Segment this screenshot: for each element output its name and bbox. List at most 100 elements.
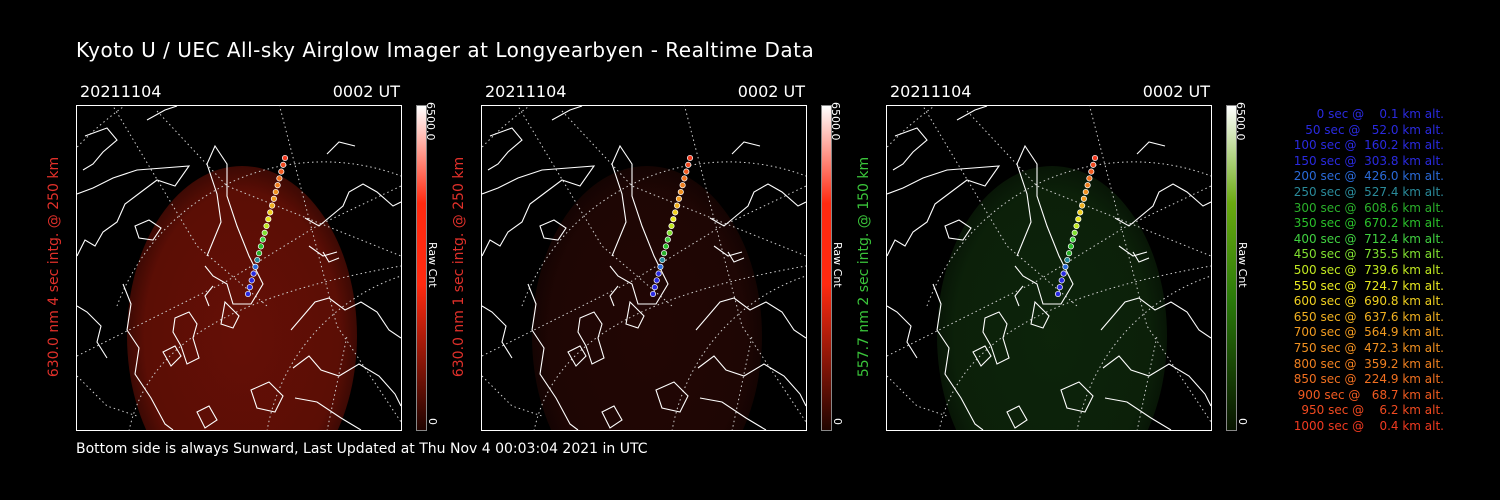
trajectory-point bbox=[259, 236, 266, 243]
coastline bbox=[713, 245, 743, 257]
trajectory-point bbox=[681, 175, 688, 182]
trajectory-point bbox=[267, 209, 274, 216]
colorbar-min: 0 bbox=[1236, 418, 1249, 425]
coastline bbox=[699, 397, 767, 430]
trajectory-point bbox=[661, 250, 668, 257]
trajectory-point bbox=[674, 202, 681, 209]
airglow-field bbox=[127, 166, 357, 430]
coastline bbox=[1102, 355, 1211, 407]
trajectory-point bbox=[254, 256, 261, 264]
trajectory-point bbox=[653, 277, 660, 284]
allsky-image bbox=[886, 105, 1212, 431]
trajectory-point bbox=[683, 168, 690, 175]
coastline bbox=[77, 165, 191, 257]
allsky-map bbox=[77, 106, 401, 430]
trajectory-point bbox=[276, 175, 283, 182]
colorbar bbox=[821, 105, 832, 431]
grid-line bbox=[482, 375, 543, 417]
trajectory-point bbox=[270, 195, 277, 202]
grid-line bbox=[266, 275, 401, 430]
coastline bbox=[982, 311, 1010, 365]
trajectory-point bbox=[1056, 284, 1063, 291]
coastline bbox=[487, 127, 523, 171]
panel-ylabel: 630.0 nm 4 sec intg. @ 250 km bbox=[46, 156, 62, 378]
trajectory-point bbox=[1080, 195, 1087, 202]
coastline bbox=[482, 305, 513, 359]
grid-line bbox=[521, 161, 806, 307]
coastline bbox=[887, 165, 1001, 257]
legend-entry: 650 sec @ 637.6 km alt. bbox=[1289, 309, 1444, 324]
trajectory-point bbox=[662, 243, 669, 250]
legend-entry: 200 sec @ 426.0 km alt. bbox=[1289, 169, 1444, 184]
grid-line bbox=[1076, 275, 1211, 430]
legend-entry: 500 sec @ 739.6 km alt. bbox=[1289, 262, 1444, 277]
panel-time: 0002 UT bbox=[1142, 82, 1210, 101]
coastline bbox=[322, 251, 340, 263]
coastline bbox=[727, 251, 745, 263]
legend-entry: 900 sec @ 68.7 km alt. bbox=[1293, 387, 1444, 402]
coastline bbox=[1014, 144, 1074, 305]
coastline bbox=[146, 106, 178, 121]
coastline bbox=[887, 305, 918, 359]
trajectory-point bbox=[1073, 222, 1080, 230]
coastline bbox=[162, 345, 182, 367]
grid-line bbox=[887, 185, 1211, 357]
grid-line bbox=[671, 275, 806, 430]
coastline bbox=[1132, 251, 1150, 263]
coastline bbox=[250, 381, 284, 413]
trajectory-point bbox=[1067, 243, 1074, 250]
coastline bbox=[1104, 397, 1172, 430]
trajectory-point bbox=[1066, 250, 1073, 257]
trajectory-point bbox=[1075, 216, 1082, 223]
trajectory-point bbox=[256, 250, 263, 257]
coastline bbox=[204, 285, 214, 307]
trajectory-point bbox=[272, 188, 279, 196]
coastline bbox=[77, 305, 108, 359]
colorbar-label: Raw Cnt bbox=[426, 242, 439, 288]
coastline bbox=[697, 355, 806, 407]
allsky-map bbox=[887, 106, 1211, 430]
footer-note: Bottom side is always Sunward, Last Upda… bbox=[76, 441, 648, 457]
grid-line bbox=[77, 185, 401, 357]
coastline bbox=[731, 141, 761, 155]
airglow-field bbox=[532, 166, 762, 430]
trajectory-point bbox=[248, 277, 255, 284]
coastline bbox=[1006, 405, 1028, 429]
trajectory-point bbox=[246, 284, 253, 291]
colorbar bbox=[1226, 105, 1237, 431]
coastline bbox=[304, 183, 401, 227]
legend-entry: 600 sec @ 690.8 km alt. bbox=[1289, 294, 1444, 309]
trajectory-point bbox=[1084, 182, 1091, 189]
trajectory-point bbox=[1090, 161, 1097, 168]
coastline bbox=[308, 245, 338, 257]
coastline bbox=[292, 355, 401, 407]
trajectory-point bbox=[278, 168, 285, 175]
colorbar-min: 0 bbox=[426, 418, 439, 425]
trajectory-point bbox=[1086, 175, 1093, 182]
coastline bbox=[601, 405, 623, 429]
coastline bbox=[220, 300, 240, 329]
legend-entry: 950 sec @ 6.2 km alt. bbox=[1297, 403, 1444, 418]
coastline bbox=[892, 127, 928, 171]
allsky-map bbox=[482, 106, 806, 430]
coastline bbox=[551, 106, 583, 121]
trajectory-point bbox=[1091, 154, 1099, 162]
trajectory-point bbox=[1088, 168, 1095, 175]
legend-entry: 300 sec @ 608.6 km alt. bbox=[1289, 200, 1444, 215]
panel-ylabel: 630.0 nm 1 sec intg. @ 250 km bbox=[451, 156, 467, 378]
trajectory-point bbox=[686, 154, 694, 162]
trajectory-point bbox=[1071, 229, 1078, 236]
trajectory-point bbox=[1079, 202, 1086, 209]
grid-line bbox=[77, 375, 138, 417]
allsky-image bbox=[76, 105, 402, 431]
trajectory-legend: 0 sec @ 0.1 km alt. 50 sec @ 52.0 km alt… bbox=[1262, 107, 1444, 434]
trajectory-point bbox=[1082, 188, 1089, 196]
legend-entry: 100 sec @ 160.2 km alt. bbox=[1289, 138, 1444, 153]
trajectory-point bbox=[677, 188, 684, 196]
trajectory-point bbox=[651, 284, 658, 291]
colorbar-min: 0 bbox=[831, 418, 844, 425]
trajectory-point bbox=[274, 182, 281, 189]
allsky-image bbox=[481, 105, 807, 431]
colorbar bbox=[416, 105, 427, 431]
coastline bbox=[655, 381, 689, 413]
